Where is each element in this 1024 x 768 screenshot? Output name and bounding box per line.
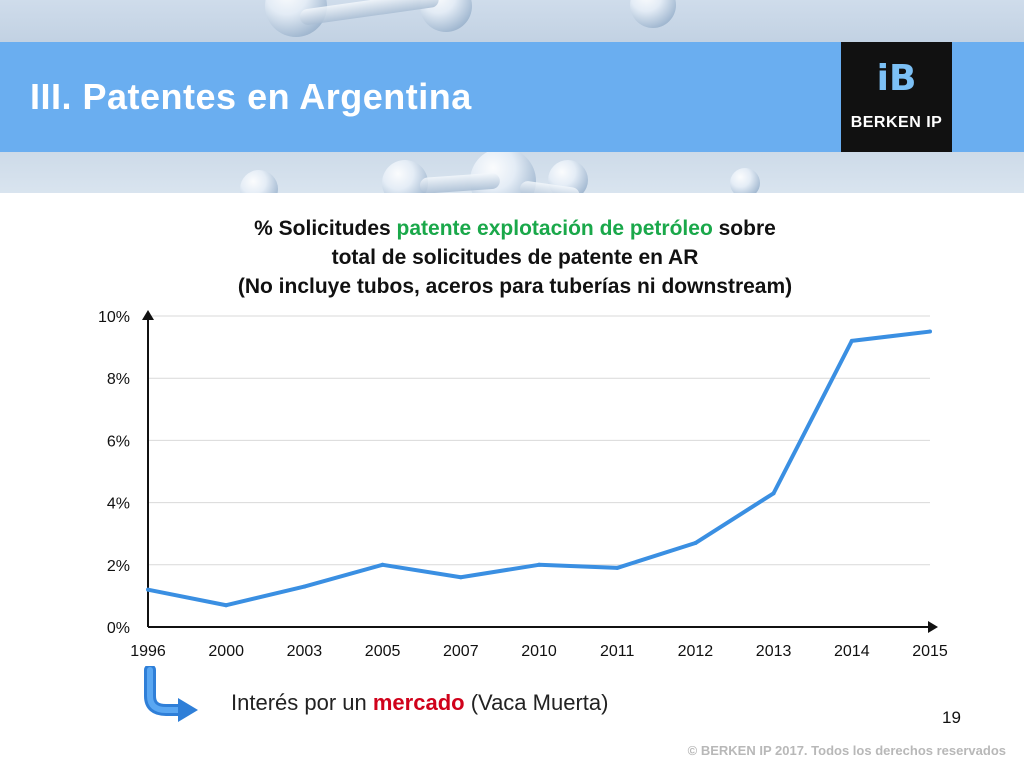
y-tick-label: 8% xyxy=(107,371,130,388)
x-tick-label: 2012 xyxy=(678,643,714,660)
y-axis-arrow xyxy=(142,310,154,320)
data-point xyxy=(302,584,307,589)
x-tick-label: 2013 xyxy=(756,643,792,660)
x-tick-label: 2011 xyxy=(600,643,635,660)
chart-title-line-1: % Solicitudes patente explotación de pet… xyxy=(120,214,910,243)
curved-arrow-icon xyxy=(144,666,198,722)
note-text: Interés por un xyxy=(231,690,373,715)
chart-title-line-3: (No incluye tubos, aceros para tuberías … xyxy=(237,275,793,298)
market-note: Interés por un mercado (Vaca Muerta) xyxy=(231,690,608,716)
molecule-decoration xyxy=(730,168,760,193)
x-tick-label: 2010 xyxy=(521,643,557,660)
x-axis-arrow xyxy=(928,621,938,633)
page-number: 19 xyxy=(942,708,961,727)
logo-text: BERKEN IP xyxy=(850,114,943,131)
x-tick-label: 2000 xyxy=(208,643,244,660)
copyright-footer: © BERKEN IP 2017. Todos los derechos res… xyxy=(687,743,1006,758)
chart-title-text: sobre xyxy=(712,217,776,240)
x-tick-label: 2003 xyxy=(287,643,323,660)
logo-mark: iB xyxy=(876,58,917,99)
note-highlight: mercado xyxy=(372,690,465,715)
x-tick-label: 2015 xyxy=(912,643,948,660)
data-point xyxy=(693,541,698,546)
data-point xyxy=(928,329,932,334)
y-tick-label: 4% xyxy=(107,496,130,513)
y-tick-label: 6% xyxy=(107,433,130,450)
x-tick-label: 2007 xyxy=(443,643,479,660)
data-point xyxy=(224,603,229,608)
data-point xyxy=(146,587,150,592)
note-text: (Vaca Muerta) xyxy=(464,690,609,715)
chart-title: % Solicitudes patente explotación de pet… xyxy=(120,214,910,301)
x-tick-label: 2014 xyxy=(834,643,870,660)
x-tick-label: 1996 xyxy=(130,643,166,660)
data-point xyxy=(380,562,385,567)
molecule-decoration xyxy=(240,170,278,193)
data-point xyxy=(458,575,463,580)
data-point xyxy=(537,562,541,567)
berken-logo: iB BERKEN IP xyxy=(841,42,952,152)
y-tick-label: 2% xyxy=(107,558,130,575)
data-point xyxy=(771,491,776,496)
data-point xyxy=(849,338,854,343)
chart-title-line-2: total de solicitudes de patente en AR xyxy=(331,246,699,269)
x-tick-label: 2005 xyxy=(365,643,401,660)
chart-title-highlight: patente explotación de petróleo xyxy=(396,217,713,240)
y-tick-label: 0% xyxy=(107,620,130,637)
chart-title-text: % Solicitudes xyxy=(254,217,397,240)
data-point xyxy=(615,565,620,570)
y-tick-label: 10% xyxy=(98,309,130,326)
slide-title: III. Patentes en Argentina xyxy=(30,76,472,117)
